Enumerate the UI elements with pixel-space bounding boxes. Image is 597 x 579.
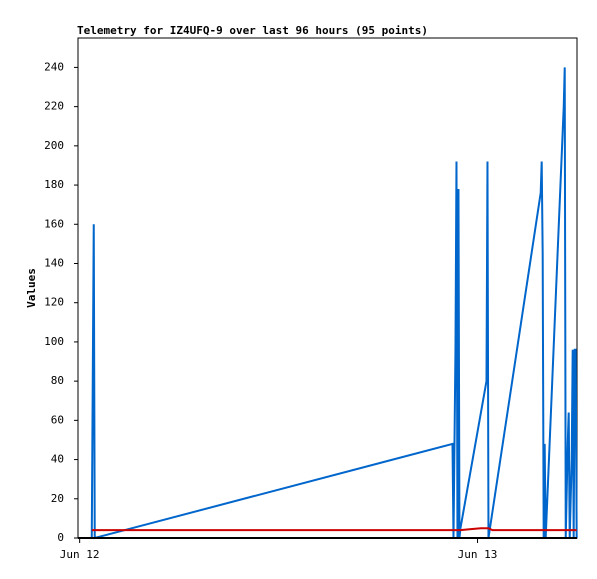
y-tick-label: 120 [44,296,64,309]
y-tick-label: 160 [44,217,64,230]
y-tick-label: 140 [44,256,64,269]
series-line [91,527,577,532]
x-tick-label: Jun 13 [458,548,498,561]
series-line [90,67,578,540]
y-tick-label: 40 [51,453,64,466]
y-tick-label: 240 [44,60,64,73]
y-tick-label: 220 [44,100,64,113]
y-tick-label: 200 [44,139,64,152]
y-axis-label: Values [25,268,38,308]
y-tick-label: 0 [57,531,64,544]
y-tick-label: 20 [51,492,64,505]
x-tick-label: Jun 12 [60,548,100,561]
y-tick-label: 80 [51,374,64,387]
y-tick-label: 100 [44,335,64,348]
y-tick-label: 60 [51,413,64,426]
chart-title: Telemetry for IZ4UFQ-9 over last 96 hour… [77,24,428,37]
y-tick-label: 180 [44,178,64,191]
